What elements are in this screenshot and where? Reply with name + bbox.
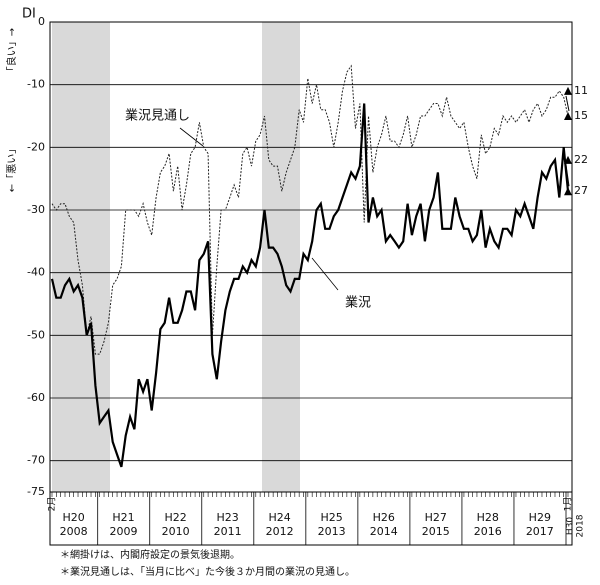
note: ＊網掛けは、内閣府設定の景気後退期。 xyxy=(60,548,240,561)
annotation-label: 15 xyxy=(574,109,588,122)
year-label: 2016 xyxy=(474,525,502,538)
recession-shade xyxy=(52,22,110,492)
note: ＊業況見通しは、「当月に比べ」た今後３か月間の業況の見通し。 xyxy=(60,565,355,578)
y-tick-label: -20 xyxy=(27,140,45,153)
plot-frame xyxy=(49,21,573,546)
annotation-marker xyxy=(564,112,572,120)
side-label: ←「悪い」 xyxy=(6,144,18,192)
x-tick-label: 2月 xyxy=(47,497,58,512)
y-tick-label: -70 xyxy=(27,454,45,467)
year-label: 2008 xyxy=(60,525,88,538)
year-era: H25 xyxy=(321,511,343,524)
year-era: H20 xyxy=(63,511,85,524)
y-tick-label: -40 xyxy=(27,266,45,279)
year-label: 2015 xyxy=(422,525,450,538)
year-era: H21 xyxy=(112,511,134,524)
year-era: H23 xyxy=(216,511,238,524)
year-label: 2018 xyxy=(576,514,586,537)
annotation-arrow xyxy=(565,164,570,187)
year-era: H26 xyxy=(373,511,395,524)
y-tick-label: -75 xyxy=(27,485,45,498)
year-era: H29 xyxy=(529,511,551,524)
leader-line xyxy=(179,127,204,147)
y-tick-label: -60 xyxy=(27,391,45,404)
annotation-label: 22 xyxy=(574,153,588,166)
year-label: 2010 xyxy=(162,525,190,538)
year-label: 2017 xyxy=(526,525,554,538)
year-era: H22 xyxy=(164,511,186,524)
annotation-label: 11 xyxy=(574,84,588,97)
year-label: 2013 xyxy=(318,525,346,538)
y-tick-label: -50 xyxy=(27,328,45,341)
year-label: 2009 xyxy=(110,525,138,538)
y-axis-title: DI xyxy=(22,7,36,22)
year-label: 2012 xyxy=(266,525,294,538)
year-era: H30 xyxy=(566,517,576,535)
y-tick-label: -30 xyxy=(27,203,45,216)
year-era: H28 xyxy=(477,511,499,524)
recession-shade xyxy=(262,22,300,492)
y-tick-label: 0 xyxy=(38,15,45,28)
year-era: H27 xyxy=(425,511,447,524)
annotation-arrow xyxy=(565,95,570,112)
series-label: 業況 xyxy=(345,295,371,311)
series-label: 業況見通し xyxy=(125,108,190,124)
annotation-label: 27 xyxy=(574,184,588,197)
y-tick-label: -10 xyxy=(27,78,45,91)
annotation-marker xyxy=(564,187,572,196)
year-era: H24 xyxy=(269,511,291,524)
series-line xyxy=(51,64,569,355)
annotation-marker xyxy=(564,86,572,95)
series-line xyxy=(50,103,570,468)
annotation-marker xyxy=(564,155,572,164)
leader-line xyxy=(311,257,339,291)
x-tick-label: 1月 xyxy=(563,497,574,512)
side-label: 「良い」→ xyxy=(5,28,18,76)
year-label: 2014 xyxy=(370,525,398,538)
year-label: 2011 xyxy=(214,525,242,538)
